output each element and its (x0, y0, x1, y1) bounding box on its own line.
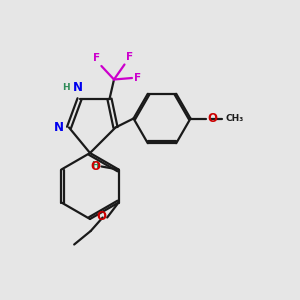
Text: H: H (91, 161, 98, 170)
Text: F: F (126, 52, 133, 61)
Text: O: O (96, 210, 106, 224)
Text: N: N (73, 81, 83, 94)
Text: H: H (62, 82, 70, 91)
Text: F: F (93, 53, 100, 63)
Text: CH₃: CH₃ (226, 114, 244, 123)
Text: F: F (134, 73, 142, 83)
Text: O: O (207, 112, 217, 125)
Text: N: N (54, 121, 64, 134)
Text: O: O (90, 160, 100, 173)
